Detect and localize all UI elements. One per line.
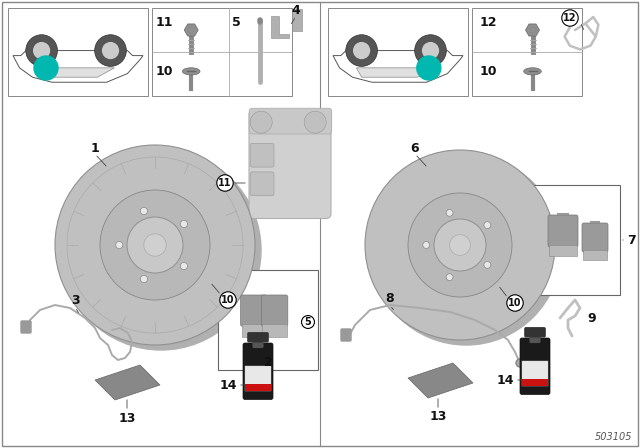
Circle shape	[446, 274, 453, 280]
FancyBboxPatch shape	[548, 215, 578, 247]
Polygon shape	[333, 51, 463, 82]
Text: 3: 3	[70, 293, 79, 306]
Polygon shape	[36, 68, 115, 77]
Text: 10: 10	[221, 295, 235, 305]
Text: 13: 13	[429, 409, 447, 422]
Circle shape	[140, 276, 148, 283]
FancyBboxPatch shape	[248, 333, 268, 342]
Circle shape	[61, 150, 261, 350]
Circle shape	[408, 193, 512, 297]
Text: 10: 10	[156, 65, 173, 78]
Bar	[522, 361, 548, 385]
FancyBboxPatch shape	[525, 328, 545, 337]
Text: 11: 11	[156, 16, 173, 29]
Circle shape	[95, 35, 126, 66]
Bar	[583, 250, 607, 260]
Circle shape	[484, 222, 491, 228]
Bar	[472, 8, 582, 96]
Bar	[548, 245, 577, 256]
Polygon shape	[271, 17, 289, 38]
Text: 8: 8	[386, 292, 394, 305]
Text: 14: 14	[220, 379, 237, 392]
FancyBboxPatch shape	[520, 338, 550, 395]
Text: 1: 1	[91, 142, 99, 155]
Circle shape	[346, 35, 378, 66]
Circle shape	[180, 220, 188, 228]
FancyBboxPatch shape	[582, 223, 608, 252]
Text: 7: 7	[628, 233, 636, 246]
Text: 12: 12	[479, 16, 497, 29]
FancyBboxPatch shape	[253, 338, 263, 347]
Text: 12: 12	[563, 13, 577, 23]
Text: 5: 5	[305, 317, 312, 327]
Text: 11: 11	[218, 178, 232, 188]
Circle shape	[140, 207, 148, 215]
Circle shape	[422, 43, 438, 59]
Circle shape	[434, 219, 486, 271]
Bar	[242, 324, 266, 337]
FancyBboxPatch shape	[261, 295, 288, 326]
FancyBboxPatch shape	[250, 143, 274, 167]
Circle shape	[371, 155, 561, 345]
Circle shape	[449, 235, 470, 255]
Circle shape	[102, 43, 118, 59]
Text: 6: 6	[411, 142, 419, 155]
Circle shape	[26, 35, 58, 66]
Circle shape	[100, 190, 210, 300]
FancyBboxPatch shape	[250, 172, 274, 196]
Circle shape	[304, 111, 326, 133]
Polygon shape	[525, 24, 540, 36]
Circle shape	[127, 217, 183, 273]
FancyBboxPatch shape	[249, 108, 332, 134]
Circle shape	[55, 145, 255, 345]
Text: 2: 2	[264, 356, 273, 369]
Circle shape	[446, 209, 453, 216]
Bar	[218, 270, 318, 370]
Circle shape	[354, 43, 369, 59]
Ellipse shape	[182, 68, 200, 75]
Circle shape	[144, 234, 166, 256]
Circle shape	[34, 43, 49, 59]
Circle shape	[250, 111, 272, 133]
FancyBboxPatch shape	[21, 321, 31, 333]
Text: 13: 13	[118, 412, 136, 425]
Polygon shape	[184, 24, 198, 36]
Bar	[8, 8, 148, 96]
Circle shape	[484, 262, 491, 268]
Text: 5: 5	[232, 16, 241, 29]
Circle shape	[423, 241, 429, 249]
Text: 10: 10	[508, 298, 522, 308]
Polygon shape	[95, 365, 160, 400]
Text: 4: 4	[292, 4, 300, 17]
Circle shape	[365, 150, 555, 340]
Circle shape	[34, 56, 58, 80]
Bar	[262, 324, 287, 337]
Circle shape	[415, 35, 446, 66]
Text: 9: 9	[588, 311, 596, 324]
Polygon shape	[356, 68, 435, 77]
Bar	[152, 8, 292, 96]
FancyBboxPatch shape	[241, 295, 267, 326]
Text: 503105: 503105	[595, 432, 632, 442]
Circle shape	[417, 56, 441, 80]
Circle shape	[516, 359, 524, 367]
Ellipse shape	[524, 68, 541, 75]
Polygon shape	[13, 51, 143, 82]
Circle shape	[180, 263, 188, 270]
Bar	[245, 366, 271, 391]
FancyBboxPatch shape	[249, 109, 331, 219]
Text: 10: 10	[479, 65, 497, 78]
Bar	[245, 384, 271, 391]
FancyBboxPatch shape	[530, 333, 540, 342]
Polygon shape	[292, 9, 302, 31]
Bar	[525, 185, 620, 295]
Circle shape	[116, 241, 123, 249]
FancyBboxPatch shape	[243, 343, 273, 400]
Text: 14: 14	[496, 374, 514, 387]
Polygon shape	[408, 363, 473, 398]
Bar	[522, 379, 548, 385]
Bar	[328, 8, 468, 96]
FancyBboxPatch shape	[341, 329, 351, 341]
